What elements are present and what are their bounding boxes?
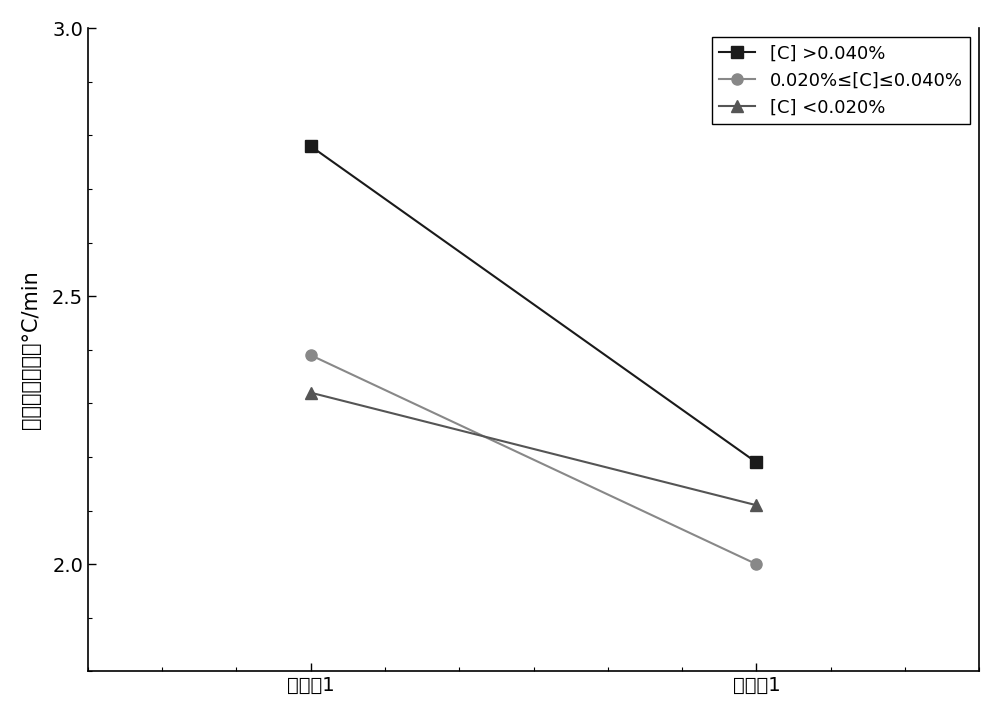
Legend: [C] >0.040%, 0.020%≤[C]≤0.040%, [C] <0.020%: [C] >0.040%, 0.020%≤[C]≤0.040%, [C] <0.0… [712, 37, 970, 124]
Y-axis label: 脱碳期温降速率°C/min: 脱碳期温降速率°C/min [21, 271, 41, 429]
[C] >0.040% [750, 458, 762, 467]
0.020%≤[C]≤0.040% [750, 560, 762, 569]
0.020%≤[C]≤0.040% [305, 351, 317, 359]
[C] >0.040% [305, 142, 317, 150]
[C] <0.020% [750, 501, 762, 510]
Line: 0.020%≤[C]≤0.040%: 0.020%≤[C]≤0.040% [305, 349, 762, 570]
[C] <0.020% [305, 388, 317, 397]
Line: [C] >0.040%: [C] >0.040% [305, 140, 762, 468]
Line: [C] <0.020%: [C] <0.020% [305, 387, 762, 511]
